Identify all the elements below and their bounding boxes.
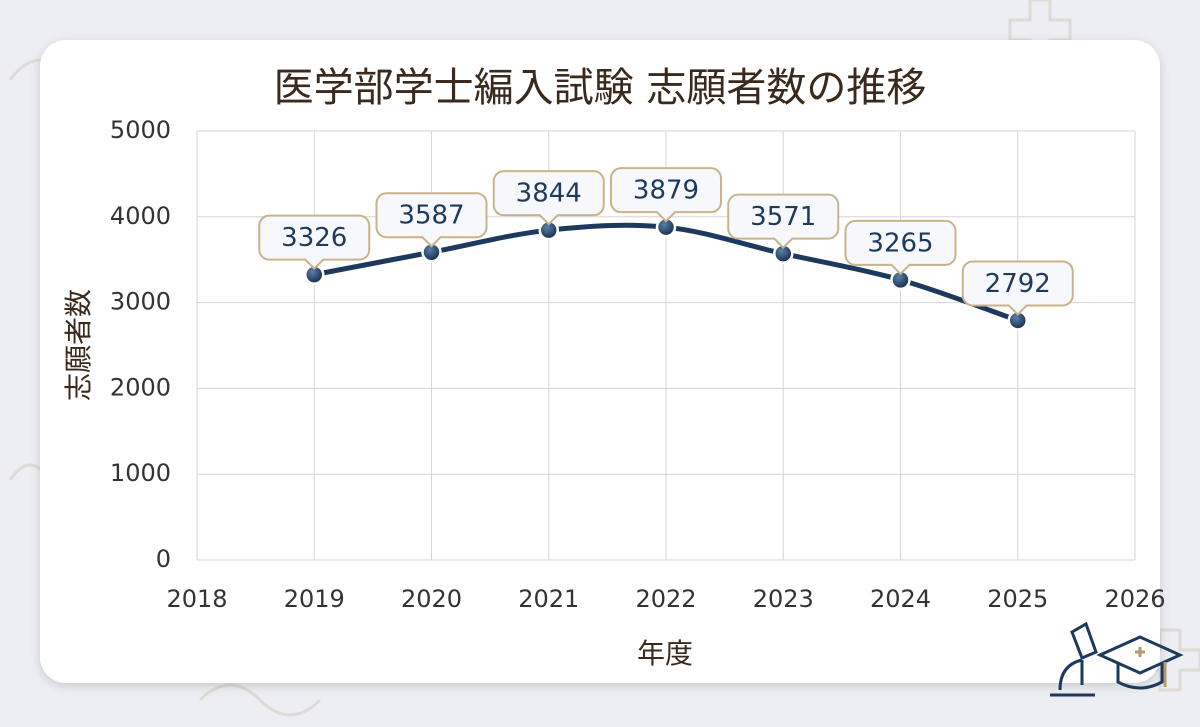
- y-tick-label: 5000: [110, 116, 171, 144]
- data-label-box: [727, 193, 840, 250]
- y-tick-label: 3000: [110, 288, 171, 316]
- y-tick-label: 2000: [110, 373, 171, 401]
- icons: [1050, 621, 1184, 697]
- x-tick-label: 2022: [635, 585, 696, 613]
- x-tick-label: 2024: [870, 585, 931, 613]
- data-label: 3265: [867, 228, 933, 258]
- x-tick-label: 2025: [987, 585, 1048, 613]
- plot-area: 0 1000 2000 3000 4000 5000 2018 2019 2020 2021 202…: [110, 116, 1166, 613]
- y-tick-label: 1000: [110, 459, 171, 487]
- x-tick-label: 2023: [753, 585, 814, 613]
- x-axis-label: 年度: [637, 637, 693, 670]
- data-label: 3571: [750, 202, 816, 232]
- data-label-box: [492, 170, 605, 226]
- y-tick-label: 0: [156, 545, 171, 573]
- x-tick-label: 2019: [284, 585, 345, 613]
- data-label-box: [844, 219, 957, 276]
- data-label-box: [610, 167, 722, 223]
- data-label: 3326: [281, 223, 347, 253]
- x-tick-label: 2020: [401, 585, 462, 613]
- data-label-box: [258, 214, 371, 271]
- x-tick-label: 2026: [1104, 585, 1165, 613]
- data-label: 3844: [516, 179, 582, 209]
- card: [40, 40, 1160, 683]
- data-label-box: [961, 260, 1074, 316]
- x-tick-label: 2021: [518, 585, 579, 613]
- x-tick-label: 2018: [166, 585, 227, 613]
- data-label: 2792: [985, 269, 1051, 299]
- data-label: 3879: [633, 176, 699, 206]
- y-tick-label: 4000: [110, 202, 171, 230]
- y-axis-label: 志願者数: [62, 289, 95, 401]
- data-label: 3587: [398, 201, 464, 231]
- chart-title: 医学部学士編入試験 志願者数の推移: [274, 65, 927, 111]
- data-label-box: [375, 192, 488, 248]
